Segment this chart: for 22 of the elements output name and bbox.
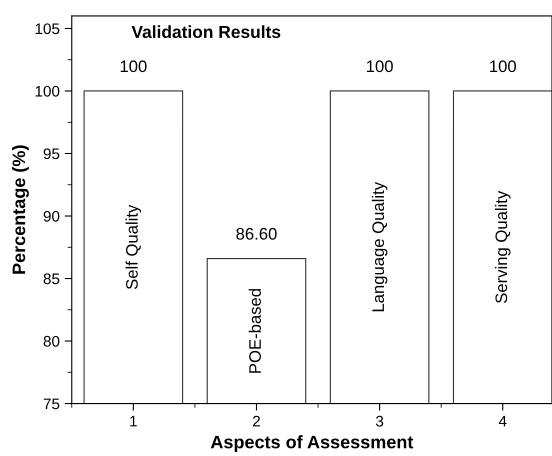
x-axis-title: Aspects of Assessment xyxy=(210,435,414,452)
y-tick-label: 80 xyxy=(44,336,60,347)
y-tick-label: 90 xyxy=(44,210,60,222)
annotation: Serving Quality xyxy=(494,190,511,304)
y-axis-title: Percentage (%) xyxy=(12,145,29,274)
x-tick-label: 4 xyxy=(498,416,507,426)
y-tick-label: 75 xyxy=(44,398,60,410)
x-tick-label: 2 xyxy=(252,416,260,426)
annotation: Language Quality xyxy=(372,182,388,312)
x-tick-label: 1 xyxy=(130,416,137,426)
chart-title: Validation Results xyxy=(132,25,280,38)
data-label: 100 xyxy=(490,60,516,72)
x-tick-label: 3 xyxy=(376,416,384,427)
y-tick-label: 95 xyxy=(44,148,60,160)
annotation: Self Quality xyxy=(126,204,142,290)
data-label: 86.60 xyxy=(236,228,277,240)
y-tick-label: 85 xyxy=(44,273,60,284)
y-tick-label: 105 xyxy=(36,23,60,34)
data-label: 100 xyxy=(366,60,393,72)
data-label: 100 xyxy=(120,60,147,72)
y-tick-label: 100 xyxy=(36,86,60,97)
annotation: POE-based xyxy=(248,289,261,373)
